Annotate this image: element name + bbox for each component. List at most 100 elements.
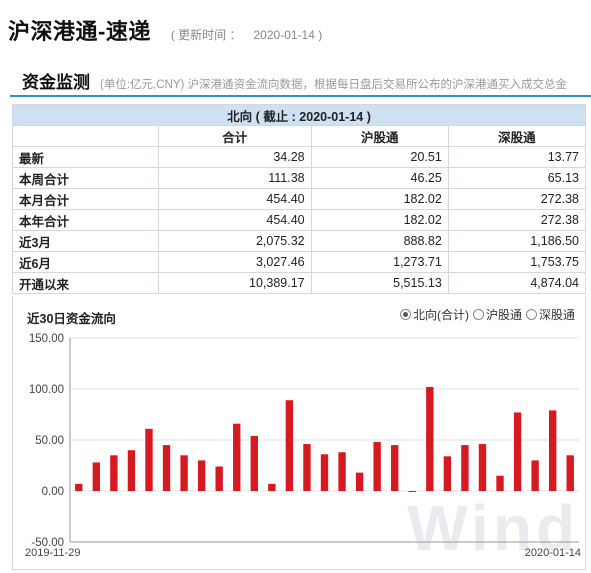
x-start-label: 2019-11-29 [25, 547, 80, 559]
bar [303, 444, 311, 491]
bar [373, 442, 381, 491]
cell-sz: 65.13 [447, 167, 587, 189]
cell-total: 34.28 [158, 146, 312, 168]
bar [391, 445, 399, 491]
northbound-flow-table: 北向 ( 截止 : 2020-01-14 ) 合计 沪股通 深股通 最新 34.… [12, 104, 587, 294]
bar [215, 466, 223, 491]
table-caption: 北向 ( 截止 : 2020-01-14 ) [12, 104, 586, 126]
legend-option-sz[interactable]: 深股通 [525, 306, 575, 323]
chart-title: 近30日资金流向 [27, 312, 116, 326]
bar [338, 452, 346, 491]
cell-sh: 20.51 [310, 146, 449, 168]
bar [548, 410, 557, 491]
bar [233, 423, 241, 491]
bar [162, 445, 171, 491]
legend-option-sh[interactable]: 沪股通 [472, 306, 522, 323]
cell-sh: 888.82 [310, 230, 449, 252]
bar [250, 435, 258, 491]
section-description: (单位:亿元,CNY) 沪深港通资金流向数据，根据每日盘后交易所公布的沪深港通买… [100, 79, 568, 91]
column-header-sz: 深股通 [447, 125, 587, 147]
y-tick-label: 150.00 [29, 333, 64, 345]
cell-sh: 182.02 [310, 188, 449, 210]
table-row: 本周合计 111.38 46.25 65.13 [12, 167, 587, 189]
bar [461, 445, 469, 491]
bar [426, 386, 434, 491]
bar [408, 491, 416, 493]
radio-icon[interactable] [399, 309, 411, 320]
cell-sz: 272.38 [447, 188, 587, 210]
table-row: 最新 34.28 20.51 13.77 [12, 146, 587, 168]
row-label: 近6月 [12, 251, 159, 273]
cell-sz: 1,753.75 [447, 251, 587, 273]
legend-option-total[interactable]: 北向(合计) [399, 306, 469, 323]
row-label: 本月合计 [12, 188, 159, 210]
cell-sz: 1,186.50 [447, 230, 587, 252]
cell-total: 3,027.46 [158, 251, 312, 273]
cell-sh: 182.02 [310, 209, 449, 231]
cell-sh: 1,273.71 [310, 251, 449, 273]
chart-legend: 北向(合计) 沪股通 深股通 [396, 306, 575, 323]
radio-icon[interactable] [525, 309, 537, 320]
y-tick-label: 100.00 [29, 384, 64, 396]
bar [320, 454, 329, 491]
cell-sz: 13.77 [447, 146, 587, 168]
bar [110, 455, 118, 491]
row-label: 开通以来 [12, 272, 159, 294]
flow-chart-panel: Wind 近30日资金流向 北向(合计) 沪股通 深股通 150.00 100.0… [12, 296, 586, 570]
cell-total: 2,075.32 [158, 230, 312, 252]
bar [145, 428, 153, 491]
row-label: 本周合计 [12, 167, 159, 189]
update-date: 2020-01-14 ) [253, 28, 323, 42]
column-header-total: 合计 [158, 125, 312, 147]
bar [197, 460, 206, 491]
cell-total: 454.40 [158, 188, 312, 210]
bar [531, 460, 539, 491]
bar [513, 412, 522, 491]
bar [496, 475, 504, 491]
bar [478, 444, 487, 491]
y-tick-label: -50.00 [31, 537, 64, 549]
column-header-sh: 沪股通 [310, 125, 449, 147]
legend-label-sz: 深股通 [538, 308, 575, 322]
bar [268, 483, 276, 491]
table-row: 开通以来 10,389.17 5,515.13 4,874.04 [12, 272, 587, 294]
section-divider [10, 95, 591, 97]
radio-icon[interactable] [472, 309, 484, 320]
legend-label-sh: 沪股通 [485, 308, 522, 322]
bar [127, 450, 136, 491]
bar [75, 483, 83, 491]
x-end-label: 2020-01-14 [525, 547, 581, 559]
wind-watermark: Wind [407, 492, 579, 564]
table-header-row: 合计 沪股通 深股通 [12, 125, 587, 147]
section-header: 资金监测 (单位:亿元,CNY) 沪深港通资金流向数据，根据每日盘后交易所公布的… [22, 68, 591, 92]
table-row: 本月合计 454.40 182.02 272.38 [12, 188, 587, 210]
cell-sz: 272.38 [447, 209, 587, 231]
row-label: 近3月 [12, 230, 159, 252]
bar [566, 455, 574, 491]
section-title: 资金监测 [22, 73, 90, 92]
update-label: ( 更新时间 ： [170, 28, 242, 42]
cell-sh: 5,515.13 [310, 272, 449, 294]
bar [285, 400, 294, 491]
row-label: 本年合计 [12, 209, 159, 231]
bar [355, 472, 364, 491]
table-row: 近6月 3,027.46 1,273.71 1,753.75 [12, 251, 587, 273]
cell-sz: 4,874.04 [447, 272, 587, 294]
y-tick-label: 50.00 [35, 435, 64, 447]
table-row: 本年合计 454.40 182.02 272.38 [12, 209, 587, 231]
legend-label-total: 北向(合计) [412, 308, 469, 322]
cell-total: 111.38 [158, 167, 312, 189]
cell-sh: 46.25 [310, 167, 449, 189]
bar [443, 456, 452, 491]
row-label: 最新 [12, 146, 159, 168]
page-title: 沪深港通-速递 [8, 19, 151, 44]
header-empty [12, 125, 159, 147]
bar [92, 462, 101, 491]
cell-total: 10,389.17 [158, 272, 312, 294]
bar [180, 455, 188, 491]
cell-total: 454.40 [158, 209, 312, 231]
page-header: 沪深港通-速递 ( 更新时间 ： 2020-01-14 ) [8, 14, 322, 44]
table-row: 近3月 2,075.32 888.82 1,186.50 [12, 230, 587, 252]
y-tick-label: 0.00 [42, 486, 64, 498]
